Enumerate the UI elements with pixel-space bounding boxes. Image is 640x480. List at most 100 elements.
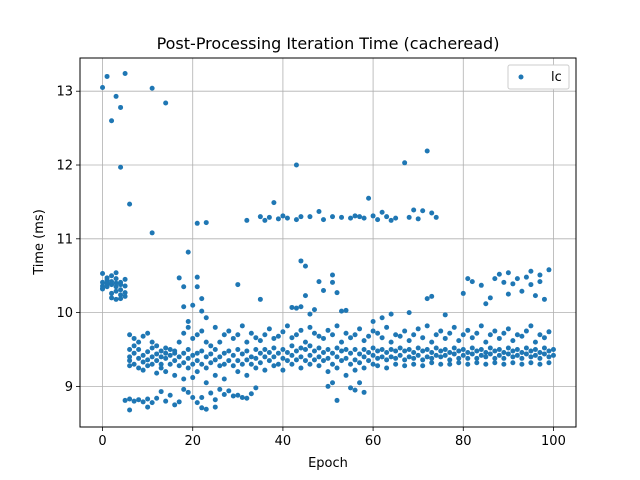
data-point xyxy=(514,332,520,338)
y-tick-label: 11 xyxy=(56,232,73,247)
data-point xyxy=(537,361,543,367)
y-tick-label: 9 xyxy=(65,380,73,395)
data-point xyxy=(523,274,529,280)
data-point xyxy=(523,328,529,334)
data-point xyxy=(433,332,439,338)
data-point xyxy=(375,217,381,223)
data-point xyxy=(185,347,191,353)
data-point xyxy=(271,345,277,351)
data-point xyxy=(420,208,426,214)
data-point xyxy=(361,347,367,353)
data-point xyxy=(474,330,480,336)
y-axis-ticks: 9 10 11 12 13 xyxy=(56,85,80,395)
data-point xyxy=(311,307,317,313)
data-point xyxy=(366,358,372,364)
data-point xyxy=(122,293,128,299)
data-point xyxy=(366,349,372,355)
data-point xyxy=(271,200,277,206)
data-point xyxy=(311,357,317,363)
data-point xyxy=(203,406,209,412)
data-point xyxy=(140,399,146,405)
data-point xyxy=(271,354,277,360)
data-point xyxy=(293,305,299,311)
data-point xyxy=(163,345,169,351)
data-point xyxy=(275,361,281,367)
data-point xyxy=(393,355,399,361)
data-point xyxy=(271,363,277,369)
data-point xyxy=(230,393,236,399)
data-point xyxy=(181,284,187,290)
data-point xyxy=(519,288,525,294)
data-point xyxy=(199,405,205,411)
data-point xyxy=(199,348,205,354)
x-axis-label: Epoch xyxy=(308,456,348,471)
data-point xyxy=(230,335,236,341)
data-point xyxy=(235,282,241,288)
data-point xyxy=(149,339,155,345)
data-point xyxy=(289,343,295,349)
data-point xyxy=(384,365,390,371)
data-point xyxy=(131,335,137,341)
data-point xyxy=(248,361,254,367)
data-point xyxy=(456,355,462,361)
x-tick-label: 80 xyxy=(455,434,472,449)
data-point xyxy=(501,361,507,367)
data-point xyxy=(307,214,313,220)
data-point xyxy=(393,215,399,221)
data-point xyxy=(510,338,516,344)
data-point xyxy=(109,273,115,279)
data-point xyxy=(505,345,511,351)
plot-frame xyxy=(79,57,577,428)
data-point xyxy=(465,276,471,282)
x-tick-label: 20 xyxy=(184,434,201,449)
data-point xyxy=(384,349,390,355)
data-point xyxy=(402,363,408,369)
data-point xyxy=(487,295,493,301)
data-point xyxy=(496,352,502,358)
data-point xyxy=(257,338,263,344)
data-point xyxy=(460,352,466,358)
data-point xyxy=(167,352,173,358)
data-point xyxy=(370,352,376,358)
data-point xyxy=(316,333,322,339)
data-point xyxy=(546,329,552,335)
data-point xyxy=(519,349,525,355)
data-point xyxy=(361,389,367,395)
x-tick-label: 100 xyxy=(541,434,566,449)
data-point xyxy=(307,361,313,367)
data-point xyxy=(109,279,115,285)
data-point xyxy=(127,201,133,207)
data-point xyxy=(384,214,390,220)
data-point xyxy=(194,358,200,364)
data-point xyxy=(532,347,538,353)
data-point xyxy=(190,375,196,381)
data-point xyxy=(519,355,525,361)
data-point xyxy=(442,347,448,353)
data-point xyxy=(510,354,516,360)
data-point xyxy=(145,330,151,336)
data-point xyxy=(163,350,169,356)
data-point xyxy=(442,312,448,318)
data-point xyxy=(280,347,286,353)
data-point xyxy=(221,332,227,338)
data-point xyxy=(411,361,417,367)
data-point xyxy=(302,347,308,353)
data-point xyxy=(190,361,196,367)
data-point xyxy=(496,271,502,277)
data-point xyxy=(176,339,182,345)
data-point xyxy=(501,279,507,285)
data-point xyxy=(307,324,313,330)
data-point xyxy=(366,333,372,339)
data-point xyxy=(402,328,408,334)
data-point xyxy=(185,355,191,361)
data-point xyxy=(118,296,124,302)
data-point xyxy=(266,326,272,332)
data-point xyxy=(235,358,241,364)
data-point xyxy=(352,213,358,219)
data-point xyxy=(325,355,331,361)
data-point xyxy=(361,365,367,371)
data-point xyxy=(415,352,421,358)
data-point xyxy=(541,351,547,357)
data-point xyxy=(217,339,223,345)
